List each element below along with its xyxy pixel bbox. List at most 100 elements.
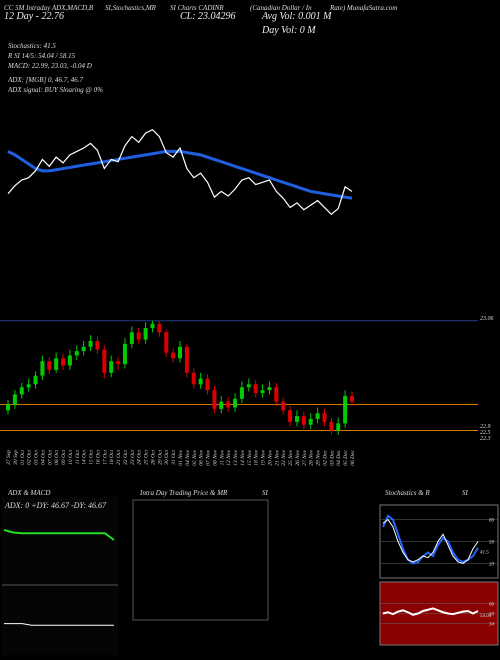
x-tick-label: 21 Oct bbox=[116, 450, 122, 465]
header: Rate) MunafaSutra.com bbox=[329, 4, 397, 12]
info-line: Stochastics: 41.5 bbox=[8, 42, 56, 50]
candle-body bbox=[129, 332, 134, 344]
candle-body bbox=[212, 390, 217, 409]
x-tick-label: 17 Oct bbox=[102, 450, 108, 465]
x-tick-label: 27 Nov bbox=[302, 449, 308, 465]
panel-title: Intra Day Trading Price & MR bbox=[139, 489, 228, 497]
header: CC 5M Intraday ADX,MACD,B bbox=[4, 4, 94, 12]
candle-body bbox=[95, 341, 100, 350]
panel-title: Stochastics & R bbox=[385, 489, 430, 497]
x-tick-label: 11 Oct bbox=[75, 450, 81, 465]
candle-body bbox=[274, 387, 279, 402]
header: SI Charts CADINR bbox=[170, 4, 224, 12]
x-tick-label: 08 Oct bbox=[54, 450, 60, 465]
candle-body bbox=[157, 323, 162, 333]
y-tick-label: 50 bbox=[489, 541, 495, 546]
candle-body bbox=[74, 351, 79, 356]
x-tick-label: 07 Nov bbox=[206, 449, 212, 465]
indicator-line bbox=[382, 518, 479, 564]
header: SI,Stochastics,MR bbox=[105, 4, 157, 12]
x-tick-label: 14 Oct bbox=[81, 450, 88, 465]
x-tick-label: 23 Oct bbox=[130, 450, 136, 465]
ma-line bbox=[7, 149, 353, 200]
big-text: Day Vol: 0 M bbox=[261, 25, 316, 36]
candle-body bbox=[47, 361, 52, 370]
x-tick-label: 26 Nov bbox=[295, 449, 301, 465]
adx-line bbox=[3, 529, 115, 541]
x-tick-label: 07 Oct bbox=[47, 450, 53, 465]
x-tick-label: 22 Nov bbox=[281, 449, 287, 465]
candle-body bbox=[315, 413, 320, 419]
candle-body bbox=[294, 416, 299, 422]
candle-body bbox=[350, 395, 354, 402]
x-tick-label: 30 Sep bbox=[13, 450, 19, 466]
value-label: 41.5 bbox=[480, 551, 489, 556]
x-tick-label: 05 Dec bbox=[343, 449, 349, 465]
x-tick-label: 18 Oct bbox=[109, 450, 115, 465]
big-text: 12 Day - 22.76 bbox=[4, 11, 64, 22]
x-tick-label: 06 Dec bbox=[350, 449, 356, 465]
x-tick-label: 31 Oct bbox=[171, 450, 177, 466]
candle-body bbox=[246, 384, 251, 388]
candle-body bbox=[102, 349, 107, 373]
candle-body bbox=[171, 352, 176, 359]
candle-body bbox=[88, 341, 93, 347]
candle-body bbox=[33, 375, 38, 385]
candle-body bbox=[336, 423, 341, 431]
candle-body bbox=[54, 358, 59, 370]
candle-body bbox=[329, 421, 334, 431]
candle-body bbox=[67, 355, 72, 366]
x-tick-label: 08 Nov bbox=[212, 449, 218, 465]
y-tick-label: 34 bbox=[489, 623, 495, 628]
big-text: Avg Vol: 0.001 M bbox=[261, 11, 332, 22]
candle-body bbox=[198, 378, 203, 385]
y-tick-label: 20 bbox=[489, 562, 495, 567]
right-label: 22.3 bbox=[480, 436, 491, 442]
x-tick-label: 02 Oct bbox=[27, 450, 33, 465]
candle-body bbox=[205, 378, 210, 391]
indicator-line bbox=[382, 514, 479, 565]
candle-body bbox=[40, 361, 45, 376]
adx-panel bbox=[2, 497, 118, 655]
candle-body bbox=[164, 332, 169, 353]
panel-title: SI bbox=[262, 489, 269, 497]
x-tick-label: 09 Oct bbox=[61, 450, 67, 465]
panel-title: ADX & MACD bbox=[7, 489, 50, 497]
candle-body bbox=[260, 390, 265, 393]
macd-line bbox=[4, 623, 114, 626]
x-tick-label: 05 Nov bbox=[192, 449, 198, 465]
x-tick-label: 18 Nov bbox=[254, 449, 260, 465]
x-tick-label: 27 Sep bbox=[6, 450, 12, 465]
candle-body bbox=[301, 416, 306, 425]
x-tick-label: 19 Nov bbox=[261, 449, 267, 465]
x-tick-label: 04 Nov bbox=[184, 449, 191, 465]
candle-body bbox=[239, 387, 244, 399]
header: (Canadian Dollar / In bbox=[250, 4, 312, 12]
candle-body bbox=[267, 387, 272, 391]
candle-body bbox=[308, 419, 313, 425]
candle-body bbox=[150, 323, 155, 328]
candle-body bbox=[12, 394, 17, 405]
candle-body bbox=[6, 404, 10, 411]
value-label: 54.04 bbox=[480, 614, 492, 619]
x-tick-label: 20 Nov bbox=[267, 449, 273, 465]
x-tick-label: 03 Oct bbox=[34, 450, 40, 465]
x-tick-label: 13 Nov bbox=[233, 449, 239, 465]
x-tick-label: 12 Nov bbox=[226, 449, 232, 465]
x-tick-label: 02 Dec bbox=[322, 449, 328, 465]
candle-body bbox=[109, 361, 114, 373]
y-tick-label: 80 bbox=[489, 519, 495, 524]
x-tick-label: 29 Oct bbox=[157, 450, 163, 465]
candle-body bbox=[178, 346, 182, 359]
x-tick-label: 21 Nov bbox=[274, 449, 280, 465]
candle-body bbox=[288, 410, 293, 422]
candle-body bbox=[219, 401, 224, 409]
x-tick-label: 04 Oct bbox=[39, 450, 46, 465]
x-tick-label: 25 Oct bbox=[144, 450, 150, 465]
x-tick-label: 28 Oct bbox=[150, 450, 156, 465]
x-tick-label: 29 Nov bbox=[316, 449, 322, 465]
price-line bbox=[7, 128, 353, 216]
candle-body bbox=[116, 361, 121, 365]
candle-body bbox=[122, 343, 127, 365]
